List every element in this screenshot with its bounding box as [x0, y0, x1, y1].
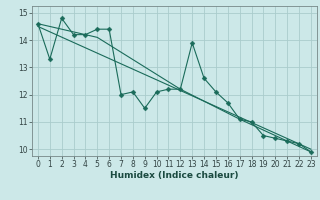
X-axis label: Humidex (Indice chaleur): Humidex (Indice chaleur): [110, 171, 239, 180]
